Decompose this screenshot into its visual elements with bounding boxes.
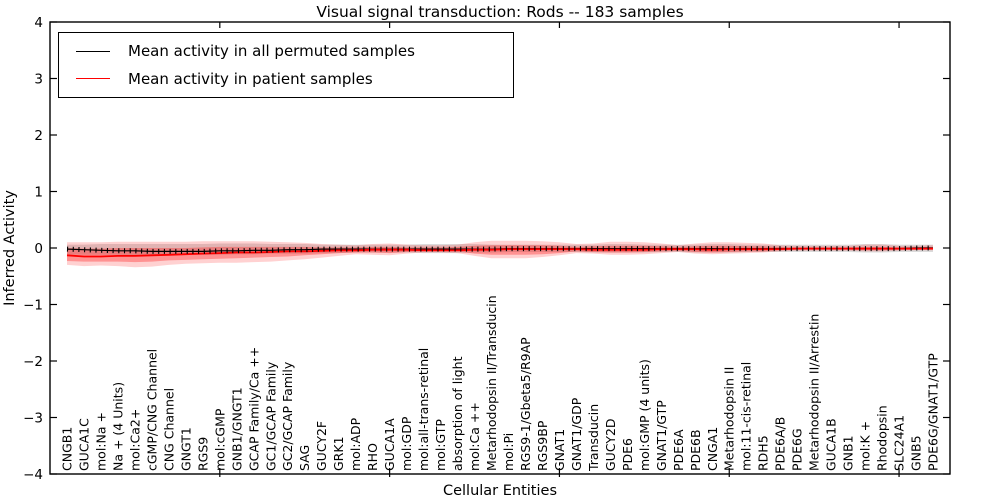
- permuted-line-swatch: [76, 50, 110, 52]
- y-tick-label: 4: [34, 15, 43, 31]
- x-category-label: RGS9-1/Gbeta5/R9AP: [518, 337, 533, 471]
- x-category-label: Metarhodopsin II/Arrestin: [807, 314, 822, 471]
- x-category-label: GRK1: [331, 436, 346, 471]
- y-axis-label: Inferred Activity: [2, 190, 18, 306]
- x-category-label: RGS9: [195, 437, 210, 471]
- x-category-label: mol:K +: [858, 421, 873, 471]
- x-category-label: mol:cGMP: [212, 408, 227, 471]
- legend-label-patient: Mean activity in patient samples: [128, 69, 373, 88]
- x-category-label: mol:Pi: [501, 433, 516, 471]
- x-axis-label: Cellular Entities: [443, 483, 557, 499]
- x-category-label: GNAT1/GDP: [569, 397, 584, 471]
- y-tick-label: −2: [23, 354, 43, 370]
- x-category-label: GNGT1: [178, 427, 193, 471]
- x-category-label: GC2/GCAP Family: [280, 361, 295, 471]
- patient-mean-line: [66, 247, 933, 258]
- x-category-label: cGMP/CNG Channel: [144, 349, 159, 471]
- x-category-label: Rhodopsin: [875, 405, 890, 471]
- x-category-label: mol:GDP: [399, 416, 414, 471]
- x-category-label: CNGA1: [705, 427, 720, 471]
- x-category-label: mol:ADP: [348, 417, 363, 471]
- legend-label-permuted: Mean activity in all permuted samples: [128, 42, 415, 61]
- y-tick-label: −4: [23, 467, 43, 483]
- x-category-label: mol:11-cis-retinal: [739, 362, 754, 471]
- x-category-label: GNAT1: [552, 429, 567, 471]
- x-category-label: GCAP Family/Ca ++: [246, 347, 261, 471]
- x-category-label: PDE6G/GNAT1/GTP: [926, 353, 941, 471]
- x-category-label: mol:GTP: [433, 419, 448, 471]
- y-tick-label: −3: [23, 410, 43, 426]
- x-category-label: GUCA1B: [824, 418, 839, 471]
- x-category-label: RDH5: [756, 435, 771, 471]
- x-category-label: Na + (4 Units): [110, 382, 125, 471]
- x-category-label: GNB1/GNGT1: [229, 387, 244, 471]
- x-category-label: PDE6A: [671, 429, 686, 471]
- x-category-label: SAG: [297, 445, 312, 471]
- x-category-label: PDE6G: [790, 428, 805, 471]
- x-category-label: mol:GMP (4 units): [637, 359, 652, 471]
- y-tick-label: 1: [34, 184, 43, 200]
- x-category-label: CNGB1: [60, 427, 75, 471]
- axes-box: [49, 21, 951, 475]
- x-category-label: RHO: [365, 443, 380, 471]
- x-category-label: mol:Ca2+: [127, 409, 142, 471]
- x-category-label: Metarhodopsin II: [722, 367, 737, 471]
- x-category-label: mol:Ca ++: [467, 402, 482, 471]
- x-category-label: GUCY2F: [314, 421, 329, 471]
- legend-item-patient: Mean activity in patient samples: [59, 70, 513, 88]
- legend: Mean activity in all permuted samples Me…: [58, 32, 514, 98]
- x-category-label: GUCA1A: [382, 418, 397, 471]
- x-category-label: absorption of light: [450, 356, 465, 471]
- x-category-label: GUCA1C: [77, 418, 92, 471]
- x-category-label: RGS9BP: [535, 420, 550, 471]
- x-category-label: PDE6B: [688, 429, 703, 471]
- x-category-label: GNB1: [841, 435, 856, 471]
- legend-item-permuted: Mean activity in all permuted samples: [59, 42, 513, 60]
- x-category-label: PDE6: [620, 438, 635, 471]
- x-category-label: GUCY2D: [603, 418, 618, 471]
- patient-line-swatch: [76, 78, 110, 80]
- patient-range-band: [67, 240, 933, 268]
- x-category-label: CNG Channel: [161, 388, 176, 471]
- x-category-label: GC1/GCAP Family: [263, 361, 278, 471]
- x-category-label: mol:all-trans-retinal: [416, 348, 431, 471]
- y-tick-label: 2: [34, 128, 43, 144]
- x-category-label: GNAT1/GTP: [654, 400, 669, 471]
- y-tick-label: 0: [34, 241, 43, 257]
- x-category-label: SLC24A1: [892, 415, 907, 471]
- chart-title: Visual signal transduction: Rods -- 183 …: [316, 3, 683, 21]
- y-tick-label: −1: [23, 297, 43, 313]
- x-category-label: PDE6A/B: [773, 417, 788, 471]
- x-category-label: mol:Na +: [93, 412, 108, 471]
- x-category-label: GNB5: [909, 435, 924, 471]
- x-category-label: Metarhodopsin II/Transducin: [484, 295, 499, 471]
- x-category-label: Transducin: [586, 404, 601, 472]
- y-tick-label: 3: [34, 71, 43, 87]
